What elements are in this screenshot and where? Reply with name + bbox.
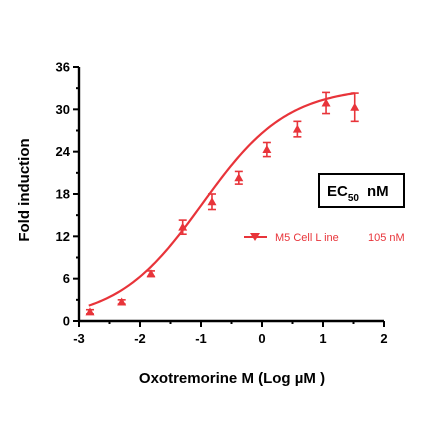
data-point xyxy=(321,98,331,107)
x-tick-label-0: 0 xyxy=(258,331,265,346)
y-tick-label-12: 12 xyxy=(56,229,70,244)
y-tick-label-30: 30 xyxy=(56,102,70,117)
y-axis-title: Fold induction xyxy=(16,138,33,241)
legend: M5 Cell L ine 105 nM xyxy=(244,232,405,244)
data-point xyxy=(178,222,188,231)
data-point xyxy=(234,173,244,182)
x-axis-title: Oxotremorine M (Log µM ) xyxy=(139,370,325,387)
data-point xyxy=(146,269,156,278)
y-tick-label-18: 18 xyxy=(56,187,70,202)
data-point xyxy=(85,307,95,316)
data-point xyxy=(350,102,360,111)
ec50-unit: nM xyxy=(367,183,389,200)
ec50-subscript: 50 xyxy=(348,193,360,204)
fit-curve xyxy=(88,92,355,307)
x-tick-label--2: -2 xyxy=(134,331,146,346)
x-tick-label--1: -1 xyxy=(195,331,207,346)
x-tick-label-1: 1 xyxy=(319,331,326,346)
y-tick-label-6: 6 xyxy=(63,271,70,286)
legend-ec50-value: 105 nM xyxy=(368,232,405,244)
y-tick-label-24: 24 xyxy=(56,144,71,159)
data-point xyxy=(292,124,302,133)
ec50-box-frame xyxy=(318,173,405,208)
legend-series-label: M5 Cell L ine xyxy=(275,232,339,244)
x-tick-label-2: 2 xyxy=(380,331,387,346)
legend-marker xyxy=(250,233,260,241)
ec50-label: EC xyxy=(327,183,348,200)
ec50-box: EC50 nM xyxy=(318,173,405,208)
data-point xyxy=(117,297,127,306)
data-point xyxy=(207,197,217,206)
y-tick-label-36: 36 xyxy=(56,60,70,75)
data-point xyxy=(262,145,272,154)
y-tick-label-0: 0 xyxy=(63,314,70,329)
x-tick-label--3: -3 xyxy=(73,331,85,346)
